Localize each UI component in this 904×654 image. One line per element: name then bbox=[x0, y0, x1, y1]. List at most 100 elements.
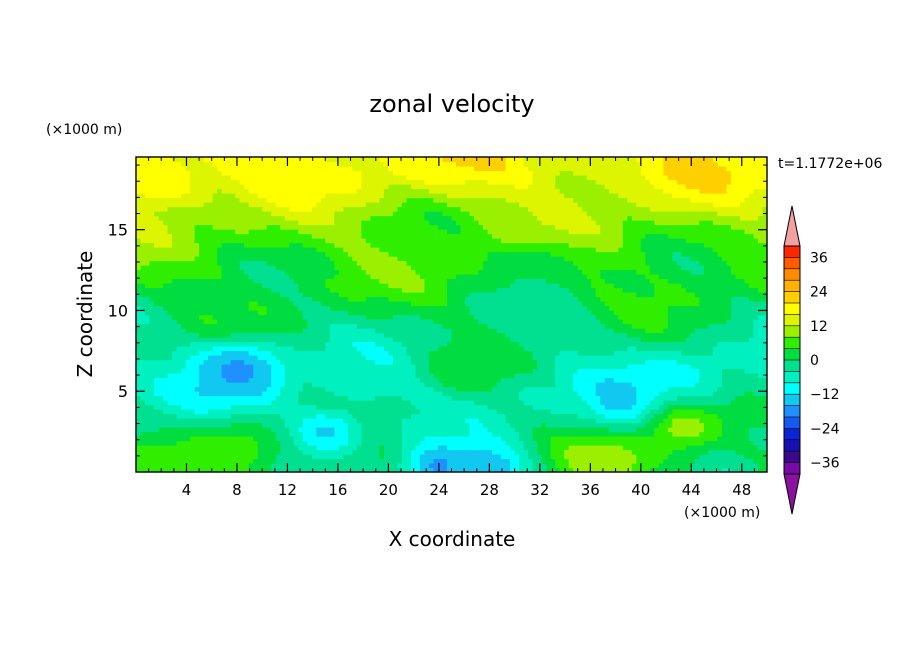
field-cell bbox=[708, 350, 714, 356]
field-cell bbox=[460, 440, 466, 446]
field-cell bbox=[604, 449, 610, 455]
field-cell bbox=[460, 467, 466, 472]
field-cell bbox=[528, 373, 534, 379]
field-cell bbox=[492, 463, 498, 469]
field-cell bbox=[356, 427, 362, 433]
field-cell bbox=[451, 445, 457, 451]
field-cell bbox=[712, 328, 719, 334]
field-cell bbox=[338, 328, 344, 334]
field-cell bbox=[388, 346, 394, 352]
field-cell bbox=[514, 440, 520, 446]
field-cell bbox=[266, 346, 272, 352]
field-cell bbox=[541, 391, 547, 397]
field-cell bbox=[149, 328, 155, 334]
field-cell bbox=[289, 404, 295, 410]
field-cell bbox=[658, 314, 664, 320]
field-cell bbox=[302, 355, 308, 361]
field-cell bbox=[460, 449, 466, 455]
field-cell bbox=[744, 359, 750, 365]
field-cell bbox=[586, 377, 592, 383]
field-cell bbox=[208, 350, 214, 356]
field-cell bbox=[595, 467, 601, 472]
field-cell bbox=[730, 431, 737, 437]
field-cell bbox=[181, 328, 187, 334]
field-cell bbox=[383, 386, 389, 392]
field-cell bbox=[456, 422, 462, 428]
field-cell bbox=[649, 418, 655, 424]
field-cell bbox=[456, 314, 462, 320]
field-cell bbox=[712, 400, 719, 406]
field-cell bbox=[239, 373, 245, 379]
field-cell bbox=[302, 373, 308, 379]
field-cell bbox=[199, 395, 205, 401]
field-cell bbox=[307, 440, 313, 446]
field-cell bbox=[289, 328, 295, 334]
field-cell bbox=[672, 314, 678, 320]
field-cell bbox=[424, 440, 430, 446]
field-cell bbox=[397, 346, 403, 352]
field-cell bbox=[537, 377, 543, 383]
field-cell bbox=[154, 431, 160, 437]
field-cell bbox=[329, 373, 335, 379]
field-cell bbox=[456, 449, 462, 455]
field-cell bbox=[383, 368, 389, 374]
field-cell bbox=[609, 314, 615, 320]
field-cell bbox=[172, 310, 178, 316]
field-cell bbox=[744, 404, 750, 410]
field-cell bbox=[519, 377, 525, 383]
field-cell bbox=[744, 431, 750, 437]
field-cell bbox=[757, 337, 764, 343]
field-cell bbox=[253, 364, 259, 370]
field-cell bbox=[528, 454, 534, 460]
field-cell bbox=[685, 386, 691, 392]
field-cell bbox=[284, 422, 290, 428]
field-cell bbox=[271, 440, 277, 446]
field-cell bbox=[532, 391, 538, 397]
field-cell bbox=[217, 373, 223, 379]
field-cell bbox=[618, 458, 624, 464]
field-cell bbox=[744, 413, 750, 419]
field-cell bbox=[280, 373, 286, 379]
field-cell bbox=[748, 395, 755, 401]
field-cell bbox=[456, 427, 462, 433]
field-cell bbox=[356, 413, 362, 419]
field-cell bbox=[460, 310, 466, 316]
field-cell bbox=[667, 314, 673, 320]
field-cell bbox=[496, 395, 502, 401]
field-cell bbox=[712, 382, 719, 388]
field-cell bbox=[271, 418, 277, 424]
field-cell bbox=[307, 400, 313, 406]
field-cell bbox=[433, 427, 439, 433]
field-cell bbox=[636, 314, 642, 320]
field-cell bbox=[460, 400, 466, 406]
field-cell bbox=[334, 391, 340, 397]
field-cell bbox=[757, 377, 764, 383]
field-cell bbox=[618, 440, 624, 446]
field-cell bbox=[474, 463, 480, 469]
field-cell bbox=[658, 418, 664, 424]
field-cell bbox=[239, 413, 245, 419]
field-cell bbox=[681, 395, 687, 401]
field-cell bbox=[194, 440, 200, 446]
field-cell bbox=[627, 440, 633, 446]
field-cell bbox=[465, 319, 471, 325]
field-cell bbox=[262, 404, 268, 410]
field-cell bbox=[280, 400, 286, 406]
field-cell bbox=[456, 368, 462, 374]
field-cell bbox=[428, 332, 435, 338]
field-cell bbox=[627, 400, 633, 406]
field-cell bbox=[325, 400, 331, 406]
field-cell bbox=[631, 368, 637, 374]
field-cell bbox=[356, 449, 362, 455]
field-cell bbox=[744, 323, 750, 329]
field-cell bbox=[257, 368, 263, 374]
field-cell bbox=[465, 382, 471, 388]
field-cell bbox=[293, 310, 299, 316]
field-cell bbox=[253, 400, 259, 406]
field-cell bbox=[631, 422, 637, 428]
field-cell bbox=[730, 436, 737, 442]
field-cell bbox=[271, 314, 277, 320]
field-cell bbox=[392, 310, 399, 316]
field-cell bbox=[352, 373, 358, 379]
field-cell bbox=[280, 323, 286, 329]
